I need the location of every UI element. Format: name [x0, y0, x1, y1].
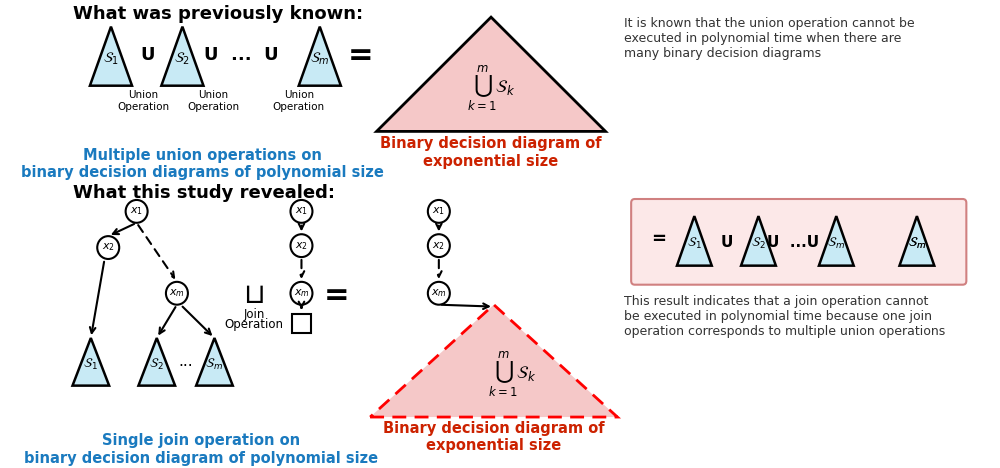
Text: U: U [140, 46, 155, 64]
Polygon shape [161, 27, 203, 86]
Circle shape [97, 236, 119, 259]
Circle shape [290, 234, 312, 257]
Text: $\mathcal{S}_m$: $\mathcal{S}_m$ [205, 357, 223, 372]
Text: $\mathcal{S}_2$: $\mathcal{S}_2$ [149, 357, 164, 372]
Text: $\mathcal{S}_1$: $\mathcal{S}_1$ [687, 236, 702, 251]
Text: $\mathcal{S}_1$: $\mathcal{S}_1$ [83, 357, 98, 372]
Text: $\mathcal{S}_m$: $\mathcal{S}_m$ [908, 236, 926, 251]
Text: Join: Join [243, 308, 265, 321]
Text: $\bigcup_{k=1}^{m}\mathcal{S}_k$: $\bigcup_{k=1}^{m}\mathcal{S}_k$ [488, 350, 536, 399]
Text: $\bigcup_{k=1}^{m}\mathcal{S}_k$: $\bigcup_{k=1}^{m}\mathcal{S}_k$ [467, 64, 515, 112]
Polygon shape [370, 305, 617, 417]
Polygon shape [138, 338, 175, 386]
Text: =: = [323, 281, 349, 310]
Text: What was previously known:: What was previously known: [73, 5, 363, 23]
Polygon shape [677, 216, 712, 266]
Text: =: = [347, 41, 373, 70]
Text: $x_1$: $x_1$ [130, 205, 143, 217]
Text: $x_m$: $x_m$ [294, 287, 309, 299]
Text: Union
Operation: Union Operation [273, 90, 325, 112]
Text: $x_2$: $x_2$ [295, 240, 308, 252]
Polygon shape [90, 27, 132, 86]
Text: Binary decision diagram of
exponential size: Binary decision diagram of exponential s… [380, 136, 602, 168]
Text: $x_m$: $x_m$ [431, 287, 447, 299]
FancyBboxPatch shape [292, 314, 311, 333]
Text: U  ...  U: U ... U [204, 46, 278, 64]
Text: $x_2$: $x_2$ [102, 241, 115, 254]
Circle shape [428, 200, 450, 223]
Circle shape [166, 282, 188, 305]
Text: Union
Operation: Union Operation [117, 90, 169, 112]
Text: $x_2$: $x_2$ [432, 240, 445, 252]
Polygon shape [73, 338, 109, 386]
FancyBboxPatch shape [631, 199, 966, 285]
Text: $x_m$: $x_m$ [169, 287, 185, 299]
Circle shape [126, 200, 148, 223]
Polygon shape [899, 216, 934, 266]
Text: $\sqcup$: $\sqcup$ [243, 281, 264, 309]
Text: $\mathcal{S}_2$: $\mathcal{S}_2$ [751, 236, 766, 251]
Text: Multiple union operations on
binary decision diagrams of polynomial size: Multiple union operations on binary deci… [21, 147, 384, 180]
Text: $\mathcal{S}_m$: $\mathcal{S}_m$ [310, 51, 330, 67]
Text: This result indicates that a join operation cannot
be executed in polynomial tim: This result indicates that a join operat… [624, 295, 945, 338]
Circle shape [290, 200, 312, 223]
Circle shape [290, 282, 312, 305]
Text: $x_1$: $x_1$ [432, 205, 445, 217]
Text: Single join operation on
binary decision diagram of polynomial size: Single join operation on binary decision… [24, 433, 378, 466]
Text: $\mathcal{S}_m$: $\mathcal{S}_m$ [908, 236, 926, 251]
Text: Operation: Operation [224, 318, 283, 331]
Text: ...: ... [179, 354, 193, 369]
Polygon shape [741, 216, 776, 266]
Text: It is known that the union operation cannot be
executed in polynomial time when : It is known that the union operation can… [624, 17, 914, 60]
Text: U: U [720, 235, 733, 250]
Text: Binary decision diagram of
exponential size: Binary decision diagram of exponential s… [383, 421, 605, 453]
Polygon shape [196, 338, 233, 386]
Text: What this study revealed:: What this study revealed: [73, 184, 335, 202]
Text: $\mathcal{S}_m$: $\mathcal{S}_m$ [827, 236, 845, 251]
Text: Union
Operation: Union Operation [187, 90, 240, 112]
Text: $\mathcal{S}_1$: $\mathcal{S}_1$ [103, 51, 119, 67]
Text: U  ...U: U ...U [767, 235, 819, 250]
Text: $x_1$: $x_1$ [295, 205, 308, 217]
Text: =: = [651, 230, 666, 248]
Circle shape [428, 282, 450, 305]
Polygon shape [819, 216, 854, 266]
Polygon shape [299, 27, 341, 86]
Text: $\mathcal{S}_2$: $\mathcal{S}_2$ [174, 51, 190, 67]
Circle shape [428, 234, 450, 257]
Polygon shape [377, 17, 606, 132]
